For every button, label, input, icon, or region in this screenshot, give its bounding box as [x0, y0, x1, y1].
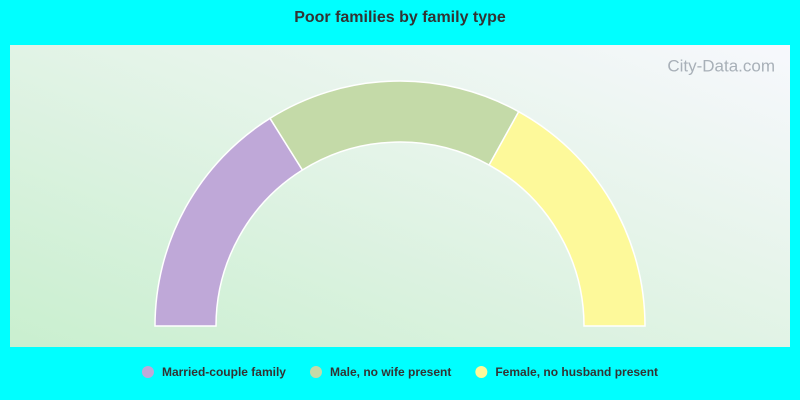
legend: Married-couple family Male, no wife prese…	[141, 365, 658, 379]
legend-label: Married-couple family	[162, 365, 286, 379]
legend-marker	[475, 366, 488, 378]
chart-title: Poor families by family type	[294, 9, 506, 26]
legend-marker	[141, 366, 154, 378]
segment	[488, 110, 646, 327]
legend-label: Male, no wife present	[330, 365, 451, 379]
watermark: City-Data.com	[667, 56, 775, 75]
legend-label: Female, no husband present	[495, 365, 658, 379]
legend-marker	[309, 366, 322, 378]
